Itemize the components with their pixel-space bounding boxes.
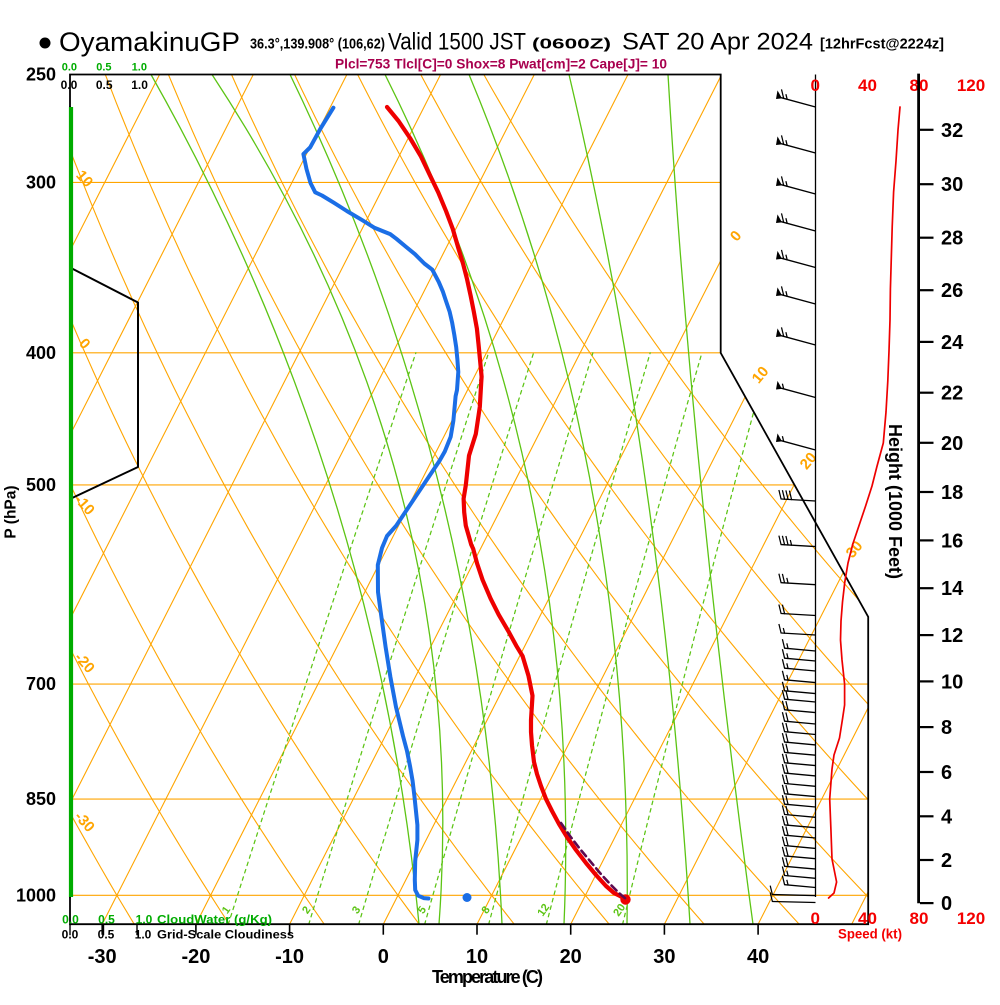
svg-text:0: 0 xyxy=(810,909,819,928)
svg-text:SAT 20 Apr 2024: SAT 20 Apr 2024 xyxy=(622,29,813,56)
svg-text:120: 120 xyxy=(957,76,985,95)
svg-text:5: 5 xyxy=(416,904,429,916)
svg-text:20: 20 xyxy=(560,946,582,968)
svg-text:0.0: 0.0 xyxy=(62,928,79,942)
svg-text:1: 1 xyxy=(220,904,233,916)
svg-text:2: 2 xyxy=(300,904,313,916)
svg-text:18: 18 xyxy=(941,482,963,504)
svg-text:Height (1000 Feet): Height (1000 Feet) xyxy=(885,424,905,579)
svg-text:40: 40 xyxy=(747,946,769,968)
svg-text:8: 8 xyxy=(480,904,493,916)
svg-text:Speed (kt): Speed (kt) xyxy=(838,926,902,942)
svg-text:30: 30 xyxy=(653,946,675,968)
svg-text:850: 850 xyxy=(26,789,56,809)
svg-text:Temperature (C): Temperature (C) xyxy=(432,967,543,987)
svg-text:-10: -10 xyxy=(275,946,304,968)
svg-text:28: 28 xyxy=(941,228,963,250)
svg-text:0: 0 xyxy=(378,946,389,968)
svg-text:8: 8 xyxy=(941,717,952,739)
svg-text:700: 700 xyxy=(26,674,56,694)
svg-text:12: 12 xyxy=(535,902,552,919)
svg-text:300: 300 xyxy=(26,172,56,192)
svg-text:0.5: 0.5 xyxy=(98,913,115,927)
svg-text:22: 22 xyxy=(941,383,963,405)
svg-text:1.0: 1.0 xyxy=(135,928,152,942)
svg-text:1.0: 1.0 xyxy=(131,78,148,92)
svg-text:12: 12 xyxy=(941,625,963,647)
svg-text:36.3°,139.908° (106,62): 36.3°,139.908° (106,62) xyxy=(250,36,385,53)
svg-text:Valid 1500 JST: Valid 1500 JST xyxy=(388,29,526,56)
svg-text:120: 120 xyxy=(957,909,985,928)
svg-text:1.0: 1.0 xyxy=(132,62,147,74)
svg-text:-30: -30 xyxy=(88,946,117,968)
svg-text:3: 3 xyxy=(350,904,363,916)
svg-text:20: 20 xyxy=(941,433,963,455)
svg-text:4: 4 xyxy=(941,806,953,828)
svg-text:OyamakinuGP: OyamakinuGP xyxy=(59,27,240,57)
svg-text:0.0: 0.0 xyxy=(61,78,78,92)
svg-text:20: 20 xyxy=(611,902,628,919)
svg-text:0.0: 0.0 xyxy=(62,913,79,927)
svg-text:10: 10 xyxy=(466,946,488,968)
svg-text:80: 80 xyxy=(910,909,929,928)
svg-text:40: 40 xyxy=(858,909,877,928)
svg-text:1.0: 1.0 xyxy=(136,913,153,927)
svg-text:250: 250 xyxy=(26,65,56,85)
svg-text:2: 2 xyxy=(941,850,952,872)
svg-text:Grid-Scale Cloudiness: Grid-Scale Cloudiness xyxy=(157,928,294,942)
svg-text:CloudWater (g/Kg): CloudWater (g/Kg) xyxy=(157,913,272,927)
svg-text:16: 16 xyxy=(941,530,963,552)
svg-text:6: 6 xyxy=(941,762,952,784)
svg-text:0: 0 xyxy=(941,893,952,915)
svg-text:500: 500 xyxy=(26,475,56,495)
svg-text:0.0: 0.0 xyxy=(62,62,77,74)
svg-text:10: 10 xyxy=(941,671,963,693)
svg-text:24: 24 xyxy=(941,332,964,354)
svg-text:400: 400 xyxy=(26,343,56,363)
svg-text:26: 26 xyxy=(941,280,963,302)
svg-text:32: 32 xyxy=(941,120,963,142)
svg-text:30: 30 xyxy=(941,174,963,196)
svg-text:0.5: 0.5 xyxy=(96,78,113,92)
svg-text:Plcl=753 Tlcl[C]=0 Shox=8 Pwat: Plcl=753 Tlcl[C]=0 Shox=8 Pwat[cm]=2 Cap… xyxy=(335,56,667,72)
svg-text:14: 14 xyxy=(941,578,964,600)
svg-text:P (hPa): P (hPa) xyxy=(3,485,20,538)
svg-text:0.5: 0.5 xyxy=(96,62,111,74)
svg-text:-20: -20 xyxy=(181,946,210,968)
svg-text:(0600Z): (0600Z) xyxy=(532,36,611,53)
svg-text:40: 40 xyxy=(858,76,877,95)
svg-text:1000: 1000 xyxy=(16,885,56,905)
svg-text:0.5: 0.5 xyxy=(98,928,115,942)
svg-text:0: 0 xyxy=(810,76,819,95)
svg-text:[12hrFcst@2224z]: [12hrFcst@2224z] xyxy=(820,36,944,53)
